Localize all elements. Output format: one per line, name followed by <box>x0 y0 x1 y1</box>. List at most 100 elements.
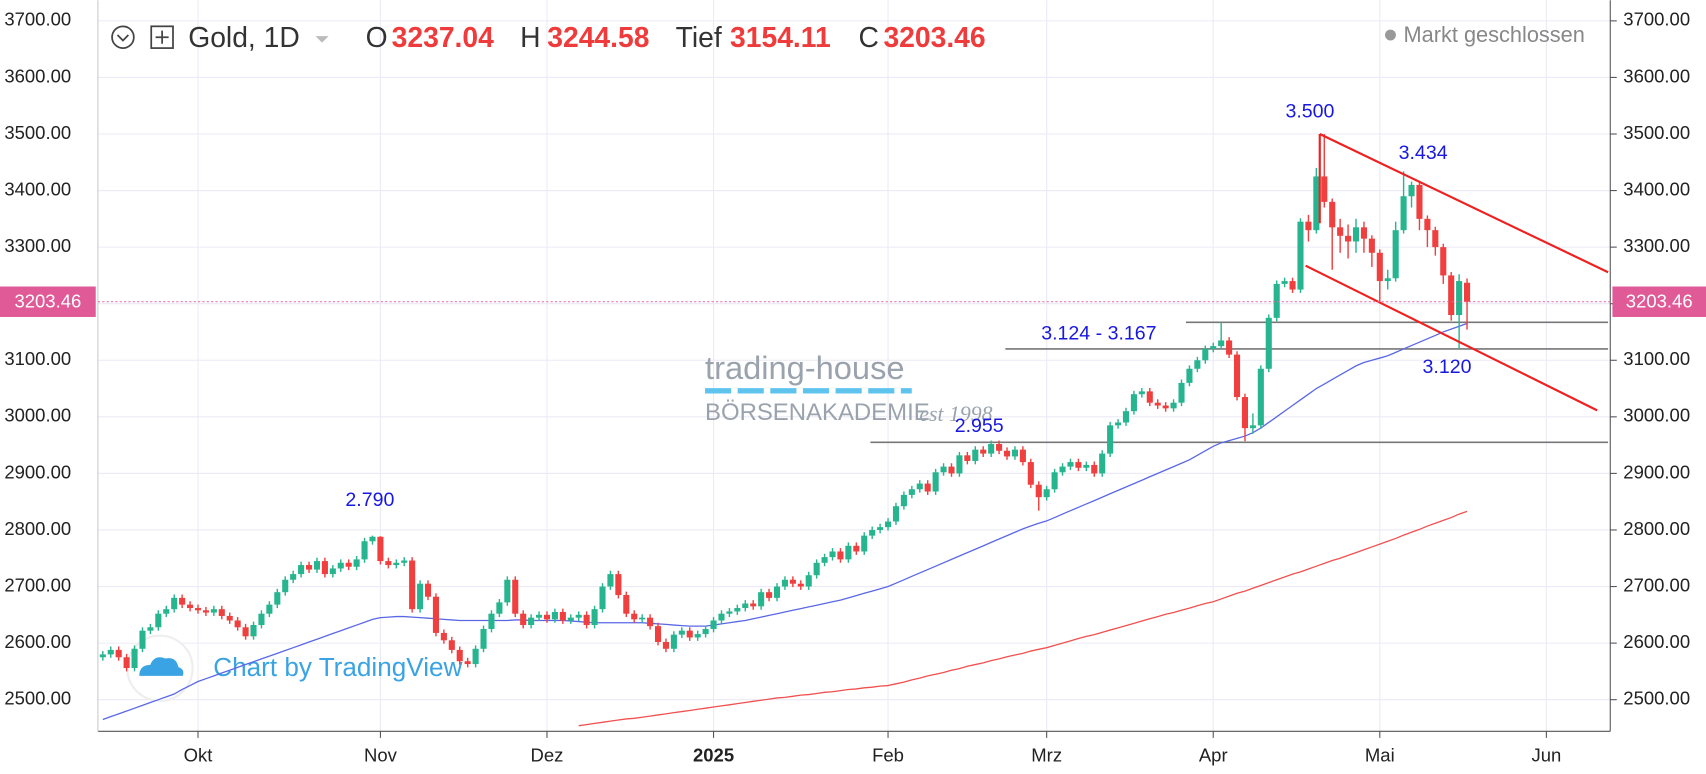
x-tick-label: Dez <box>531 744 564 765</box>
annotation: 2.955 <box>955 415 1004 437</box>
candle-body <box>194 608 202 611</box>
symbol-dropdown[interactable] <box>315 36 329 43</box>
watermark-est: est 1998 <box>919 402 992 426</box>
candle-body <box>686 630 693 638</box>
candle-body <box>1138 391 1145 395</box>
price-tag <box>1612 286 1706 317</box>
candle-body <box>305 565 313 570</box>
candle-body <box>710 620 717 629</box>
y-tick-label: 2600.00 <box>4 631 71 652</box>
candle-body <box>472 648 479 665</box>
candle-body <box>258 613 265 626</box>
candle-body <box>559 611 566 621</box>
candle-body <box>877 527 884 530</box>
ohlc-value: 3237.04 <box>392 21 494 53</box>
candle-body <box>1019 449 1026 463</box>
x-tick-label: Jun <box>1531 744 1561 765</box>
candle-body <box>321 561 328 575</box>
candle-body <box>456 649 463 662</box>
moving-average <box>578 510 1468 727</box>
y-tick-label: 2500.00 <box>4 688 71 709</box>
annotation: 2.790 <box>345 489 394 511</box>
candle-body <box>972 449 979 461</box>
candle-body <box>1083 464 1090 468</box>
candle-body <box>1408 184 1415 197</box>
candle-body <box>369 536 376 542</box>
candle-body <box>1273 283 1280 318</box>
candle-body <box>1146 391 1153 403</box>
candle-body <box>329 568 336 575</box>
ohlc-value: 3203.46 <box>883 21 985 53</box>
candle-body <box>488 613 495 629</box>
y-tick-label: 2800.00 <box>4 518 71 539</box>
candle-body <box>393 562 400 566</box>
ohlc-value: 3244.58 <box>547 21 649 53</box>
candle-body <box>607 574 614 587</box>
y-tick-label: 3100.00 <box>1623 348 1690 369</box>
candle-body <box>551 611 558 620</box>
candle-body <box>615 574 622 596</box>
channel-lower <box>1305 264 1598 412</box>
candle-body <box>274 592 281 605</box>
candle-body <box>916 483 923 490</box>
candle-body <box>202 610 209 613</box>
candle-body <box>924 483 931 492</box>
candle-body <box>417 583 424 610</box>
candle-body <box>528 617 535 626</box>
candle-body <box>313 561 321 570</box>
symbol[interactable]: Gold, 1D <box>188 21 300 53</box>
y-tick-label: 3700.00 <box>1623 9 1690 30</box>
candle-body <box>1186 368 1193 383</box>
candle-body <box>623 595 630 614</box>
candle-body <box>1178 382 1185 403</box>
credit: Chart by TradingView <box>213 652 462 682</box>
candle-body <box>1464 282 1471 302</box>
candle-body <box>179 597 186 605</box>
candle-body <box>1043 489 1050 498</box>
x-tick-label: Feb <box>872 744 904 765</box>
candle-body <box>1115 422 1122 426</box>
y-tick-label: 3400.00 <box>4 178 71 199</box>
candle-body <box>377 536 384 562</box>
candle-body <box>1011 449 1018 457</box>
compare-icon[interactable] <box>150 25 174 49</box>
y-tick-label: 2700.00 <box>1623 574 1690 595</box>
candle-body <box>1360 227 1367 239</box>
candle-body <box>107 649 114 655</box>
candle-body <box>1170 402 1177 409</box>
ohlc-value: 3154.11 <box>730 21 831 53</box>
candle-body <box>1281 281 1288 284</box>
candle-body <box>956 455 963 474</box>
candle-body <box>805 575 812 587</box>
candle-body <box>1249 425 1256 429</box>
candle-body <box>345 562 352 567</box>
candle-body <box>480 628 487 649</box>
candle-body <box>1162 405 1169 409</box>
candle-body <box>988 443 995 454</box>
candle-body <box>1233 354 1241 398</box>
candle-body <box>1226 340 1233 355</box>
candle-body <box>1202 348 1209 361</box>
x-tick-label: Okt <box>184 744 213 765</box>
candle-body <box>694 634 701 638</box>
candle-body <box>163 609 170 614</box>
price-tag-label: 3203.46 <box>14 291 81 312</box>
x-tick-label: Mai <box>1365 744 1395 765</box>
candle-body <box>1122 411 1130 423</box>
candle-body <box>1154 402 1161 406</box>
candle-body <box>781 579 788 587</box>
candle-body <box>1241 397 1249 429</box>
candle-body <box>662 641 670 649</box>
annotation: 3.434 <box>1399 142 1448 164</box>
candle-body <box>940 466 947 473</box>
candle-body <box>234 620 241 628</box>
candle-body <box>155 613 162 628</box>
candle-body <box>670 634 677 649</box>
candle-body <box>210 609 217 613</box>
candle-body <box>520 613 527 626</box>
candle-body <box>1440 247 1447 276</box>
y-tick-label: 3000.00 <box>1623 405 1690 426</box>
collapse-icon[interactable] <box>111 25 135 49</box>
x-tick-label: Mrz <box>1031 744 1062 765</box>
candle-body <box>766 592 773 598</box>
